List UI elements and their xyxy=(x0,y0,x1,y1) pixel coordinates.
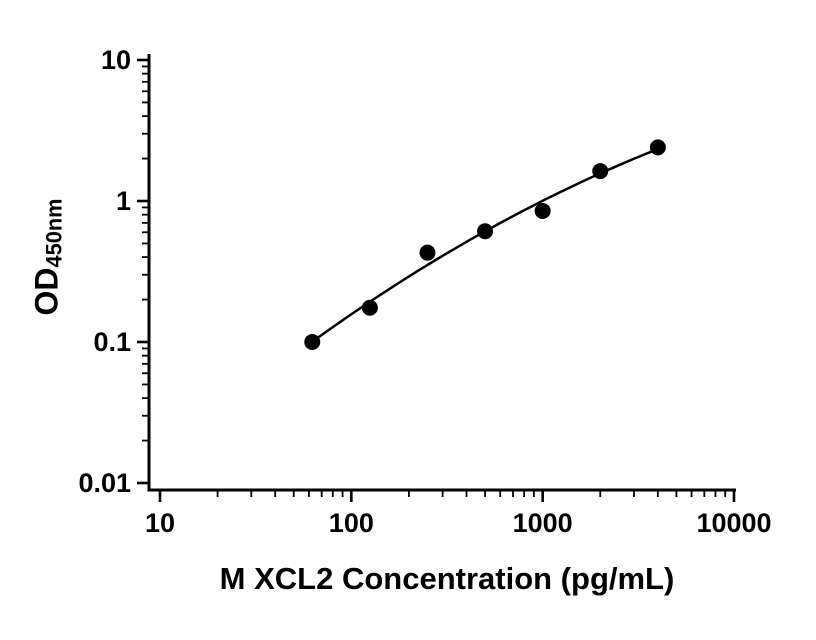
data-point xyxy=(534,202,551,219)
x-tick-label: 10 xyxy=(145,508,175,538)
y-tick-label: 0.01 xyxy=(78,468,131,498)
y-tick-label: 1 xyxy=(116,186,131,216)
x-tick-label: 1000 xyxy=(513,508,573,538)
data-point xyxy=(592,163,609,180)
x-tick-label: 100 xyxy=(329,508,374,538)
data-point xyxy=(361,299,378,316)
y-tick-label: 0.1 xyxy=(93,327,131,357)
x-axis-label: M XCL2 Concentration (pg/mL) xyxy=(219,561,675,596)
x-tick-label: 10000 xyxy=(696,508,771,538)
y-axis-label-main: OD xyxy=(28,267,65,316)
data-point xyxy=(304,334,321,350)
y-axis-label: OD450nm xyxy=(29,199,68,316)
y-tick-label: 10 xyxy=(101,45,131,75)
y-axis-label-subscript: 450nm xyxy=(41,198,67,268)
data-point xyxy=(419,244,436,261)
data-point xyxy=(649,139,666,156)
data-point xyxy=(477,223,494,240)
